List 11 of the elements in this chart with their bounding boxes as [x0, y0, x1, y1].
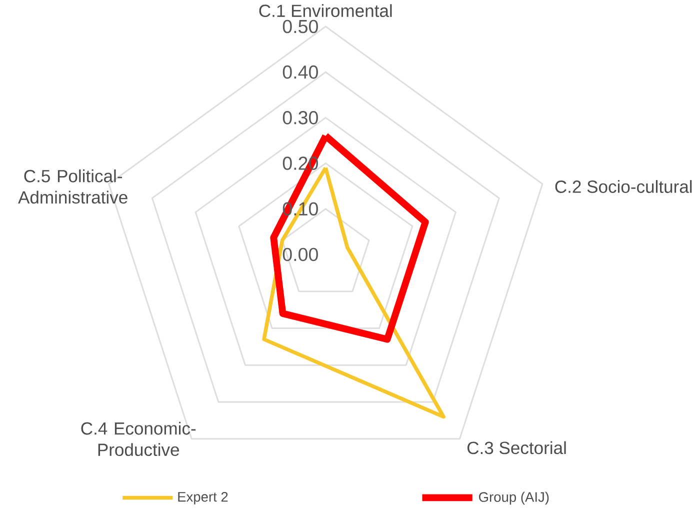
- spoke-label: C.5 Political-Administrative: [18, 170, 128, 204]
- spoke-label: C.4 Economic-Productive: [81, 422, 196, 456]
- spoke-label: C.3 Sectorial: [467, 441, 566, 454]
- legend-label: Expert 2: [178, 492, 228, 505]
- legend-label: Group (AIJ): [478, 492, 549, 505]
- spoke-label: C.1 Enviromental: [259, 4, 392, 18]
- y-tick-label: 0.50: [282, 20, 318, 34]
- y-tick-label: 0.30: [282, 111, 318, 124]
- y-tick-label: 0.00: [282, 248, 318, 262]
- spoke-label: C.2 Socio-cultural: [555, 180, 692, 194]
- y-tick-label: 0.40: [282, 66, 318, 79]
